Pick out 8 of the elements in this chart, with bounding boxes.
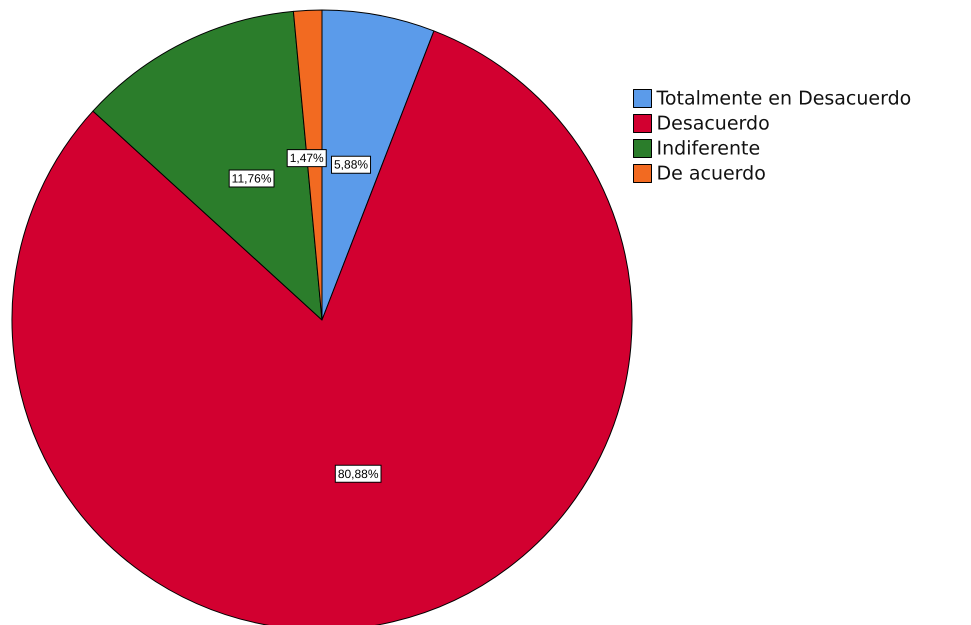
legend-label: Desacuerdo (656, 112, 770, 134)
data-label: 80,88% (338, 466, 379, 481)
legend-label: De acuerdo (656, 162, 766, 184)
data-label: 1,47% (290, 151, 324, 166)
legend-label: Totalmente en Desacuerdo (656, 88, 912, 110)
data-label: 11,76% (232, 172, 272, 186)
legend-label: Indiferente (656, 138, 760, 160)
data-label: 5,88% (334, 158, 368, 172)
